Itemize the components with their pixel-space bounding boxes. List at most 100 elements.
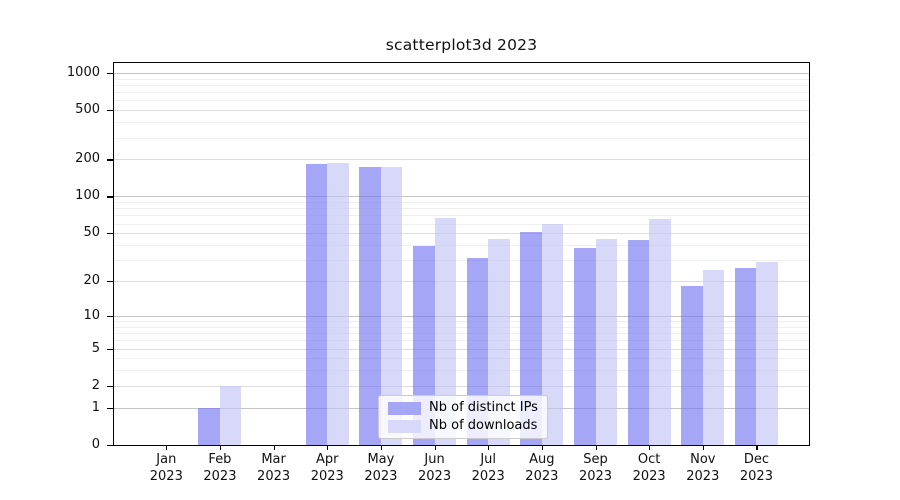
x-tick-year: 2023 [418, 468, 452, 484]
y-tick-mark-20 [107, 281, 113, 283]
y-tick-mark-200 [107, 159, 113, 161]
x-tick-year: 2023 [364, 468, 398, 484]
x-tick-label-dec: Dec 2023 [724, 452, 788, 485]
bar-distinct-ips-apr [305, 163, 328, 445]
legend-label-downloads: Nb of downloads [429, 418, 538, 433]
x-tick-month: Jul [480, 452, 497, 467]
y-tick-label-0: 0 [91, 437, 100, 452]
y-tick-mark-1 [107, 407, 113, 409]
y-tick-mark-100 [107, 196, 113, 198]
x-tick-mark-nov [702, 446, 704, 450]
gridline-4 [114, 358, 809, 360]
bar-downloads-nov [702, 269, 725, 445]
x-tick-label-feb: Feb 2023 [188, 452, 252, 485]
y-tick-mark-5 [107, 348, 113, 350]
bar-distinct-ips-oct [627, 240, 650, 445]
x-tick-label-oct: Oct 2023 [617, 452, 681, 485]
y-tick-label-10: 10 [83, 307, 100, 323]
y-tick-label-200: 200 [75, 151, 100, 167]
bar-downloads-apr [327, 163, 349, 445]
x-tick-month: Nov [690, 452, 716, 467]
y-tick-mark-10 [107, 315, 113, 318]
x-tick-year: 2023 [203, 468, 237, 484]
chart-title: scatterplot3d 2023 [385, 36, 538, 54]
x-tick-year: 2023 [471, 468, 505, 484]
x-tick-month: Aug [529, 452, 555, 467]
gridline-6 [114, 340, 809, 342]
x-tick-year: 2023 [149, 468, 183, 484]
x-tick-month: Jun [424, 452, 445, 467]
bar-downloads-jul [488, 238, 510, 445]
y-tick-label-1000: 1000 [66, 64, 100, 80]
x-tick-year: 2023 [632, 468, 666, 484]
gridline-40 [114, 245, 809, 246]
bar-downloads-sep [595, 238, 617, 445]
y-tick-mark-0 [107, 445, 113, 447]
gridline-7 [114, 333, 809, 335]
y-tick-label-2: 2 [91, 377, 100, 393]
x-tick-year: 2023 [578, 468, 613, 484]
bar-downloads-oct [649, 219, 671, 445]
gridline-8 [114, 326, 809, 328]
bar-distinct-ips-nov [681, 286, 703, 445]
bar-downloads-jun [434, 217, 457, 445]
x-tick-mark-may [380, 446, 383, 450]
x-tick-label-jul: Jul 2023 [456, 452, 520, 485]
gridline-800 [114, 84, 809, 86]
x-tick-label-jan: Jan 2023 [134, 452, 198, 485]
gridline-90 [114, 202, 809, 204]
y-tick-mark-2 [107, 385, 113, 388]
bar-downloads-feb [219, 385, 242, 445]
gridline-700 [114, 92, 809, 94]
x-tick-mark-jul [488, 446, 490, 450]
y-tick-mark-500 [107, 110, 113, 112]
gridline-60 [114, 223, 809, 225]
y-tick-mark-1000 [107, 72, 113, 75]
gridline-9 [114, 321, 809, 322]
x-tick-mark-oct [649, 446, 651, 450]
gridline-1000 [114, 72, 809, 74]
y-tick-label-500: 500 [75, 102, 100, 118]
x-tick-mark-dec [756, 446, 758, 450]
x-tick-mark-jun [434, 446, 436, 450]
x-tick-mark-feb [219, 446, 222, 450]
y-tick-label-20: 20 [83, 273, 100, 289]
bar-distinct-ips-feb [198, 407, 220, 445]
x-tick-year: 2023 [739, 468, 773, 484]
gridline-30 [114, 260, 809, 262]
legend-row-distinct-ips: Nb of distinct IPs [388, 400, 538, 416]
x-tick-month: Jan [156, 452, 177, 467]
bar-downloads-dec [756, 261, 778, 445]
gridline-3 [114, 370, 809, 372]
gridline-600 [114, 100, 809, 102]
y-tick-label-5: 5 [91, 340, 100, 356]
gridline-20 [114, 281, 809, 283]
x-tick-month: Oct [637, 452, 661, 467]
gridline-500 [114, 110, 809, 112]
legend-row-downloads: Nb of downloads [388, 418, 538, 434]
x-tick-year: 2023 [525, 468, 559, 484]
y-tick-label-50: 50 [83, 225, 100, 241]
x-tick-label-nov: Nov 2023 [671, 452, 735, 485]
gridline-5 [114, 348, 809, 350]
x-tick-mark-apr [327, 446, 329, 450]
gridline-2 [114, 385, 809, 387]
gridline-70 [114, 215, 809, 217]
x-tick-label-jun: Jun 2023 [403, 452, 467, 485]
bar-distinct-ips-may [359, 166, 381, 445]
gridline-900 [114, 78, 809, 80]
bar-distinct-ips-aug [520, 232, 542, 445]
bar-downloads-aug [541, 223, 564, 445]
y-tick-label-100: 100 [75, 188, 100, 204]
x-tick-month: Mar [261, 452, 286, 467]
gridline-10 [114, 315, 809, 317]
bar-distinct-ips-dec [734, 267, 757, 445]
plot-area [113, 62, 810, 446]
x-tick-label-aug: Aug 2023 [510, 452, 574, 485]
x-tick-mark-jan [166, 446, 168, 450]
x-tick-mark-aug [541, 446, 544, 450]
bar-downloads-may [380, 166, 403, 445]
x-tick-month: Apr [316, 452, 339, 467]
x-tick-year: 2023 [310, 468, 344, 484]
